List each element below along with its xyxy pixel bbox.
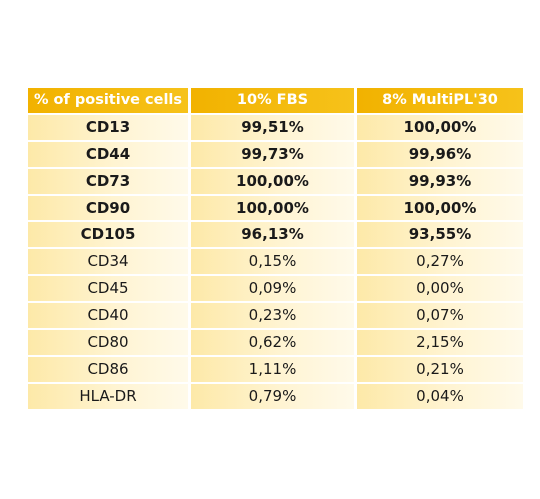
marker-cell: CD34 — [28, 249, 188, 275]
marker-cell: HLA-DR — [28, 383, 188, 409]
fbs-value-cell: 100,00% — [191, 168, 354, 194]
fbs-value-cell: 99,73% — [191, 141, 354, 167]
multipl-value-cell: 2,15% — [357, 330, 523, 355]
marker-cell: CD44 — [28, 141, 188, 167]
marker-table: % of positive cells 10% FBS 8% MultiPL'3… — [28, 88, 527, 411]
fbs-value-cell: 99,51% — [191, 114, 354, 140]
multipl-value-cell: 0,27% — [357, 249, 523, 275]
fbs-value-cell: 0,09% — [191, 276, 354, 302]
header-multipl: 8% MultiPL'30 — [357, 88, 523, 113]
fbs-value-cell: 0,23% — [191, 303, 354, 329]
marker-cell: CD13 — [28, 114, 188, 140]
marker-cell: CD90 — [28, 195, 188, 221]
multipl-value-cell: 0,04% — [357, 383, 523, 409]
fbs-value-cell: 100,00% — [191, 195, 354, 221]
table-row: HLA-DR 0,79% 0,04% — [28, 383, 527, 411]
table-row: CD86 1,11% 0,21% — [28, 356, 527, 384]
marker-cell: CD73 — [28, 168, 188, 194]
fbs-value-cell: 1,11% — [191, 356, 354, 382]
multipl-value-cell: 100,00% — [357, 114, 523, 140]
table-header-row: % of positive cells 10% FBS 8% MultiPL'3… — [28, 88, 527, 115]
marker-cell: CD86 — [28, 356, 188, 382]
table-row: CD13 99,51% 100,00% — [28, 114, 527, 142]
marker-cell: CD105 — [28, 222, 188, 248]
table-row: CD34 0,15% 0,27% — [28, 249, 527, 276]
table-row: CD40 0,23% 0,07% — [28, 303, 527, 330]
marker-cell: CD80 — [28, 330, 188, 355]
multipl-value-cell: 99,93% — [357, 168, 523, 194]
marker-cell: CD40 — [28, 303, 188, 329]
multipl-value-cell: 0,07% — [357, 303, 523, 329]
header-marker: % of positive cells — [28, 88, 188, 113]
fbs-value-cell: 0,15% — [191, 249, 354, 275]
multipl-value-cell: 0,21% — [357, 356, 523, 382]
table-row: CD73 100,00% 99,93% — [28, 168, 527, 196]
multipl-value-cell: 99,96% — [357, 141, 523, 167]
table-row: CD80 0,62% 2,15% — [28, 330, 527, 357]
table-row: CD90 100,00% 100,00% — [28, 195, 527, 223]
table-row: CD44 99,73% 99,96% — [28, 141, 527, 169]
fbs-value-cell: 0,62% — [191, 330, 354, 355]
marker-cell: CD45 — [28, 276, 188, 302]
multipl-value-cell: 100,00% — [357, 195, 523, 221]
fbs-value-cell: 96,13% — [191, 222, 354, 248]
header-fbs: 10% FBS — [191, 88, 354, 113]
table-body: CD13 99,51% 100,00% CD44 99,73% 99,96% CD73 100… — [28, 114, 527, 411]
fbs-value-cell: 0,79% — [191, 383, 354, 409]
multipl-value-cell: 93,55% — [357, 222, 523, 248]
table-row: CD45 0,09% 0,00% — [28, 276, 527, 303]
table-row: CD105 96,13% 93,55% — [28, 222, 527, 249]
multipl-value-cell: 0,00% — [357, 276, 523, 302]
